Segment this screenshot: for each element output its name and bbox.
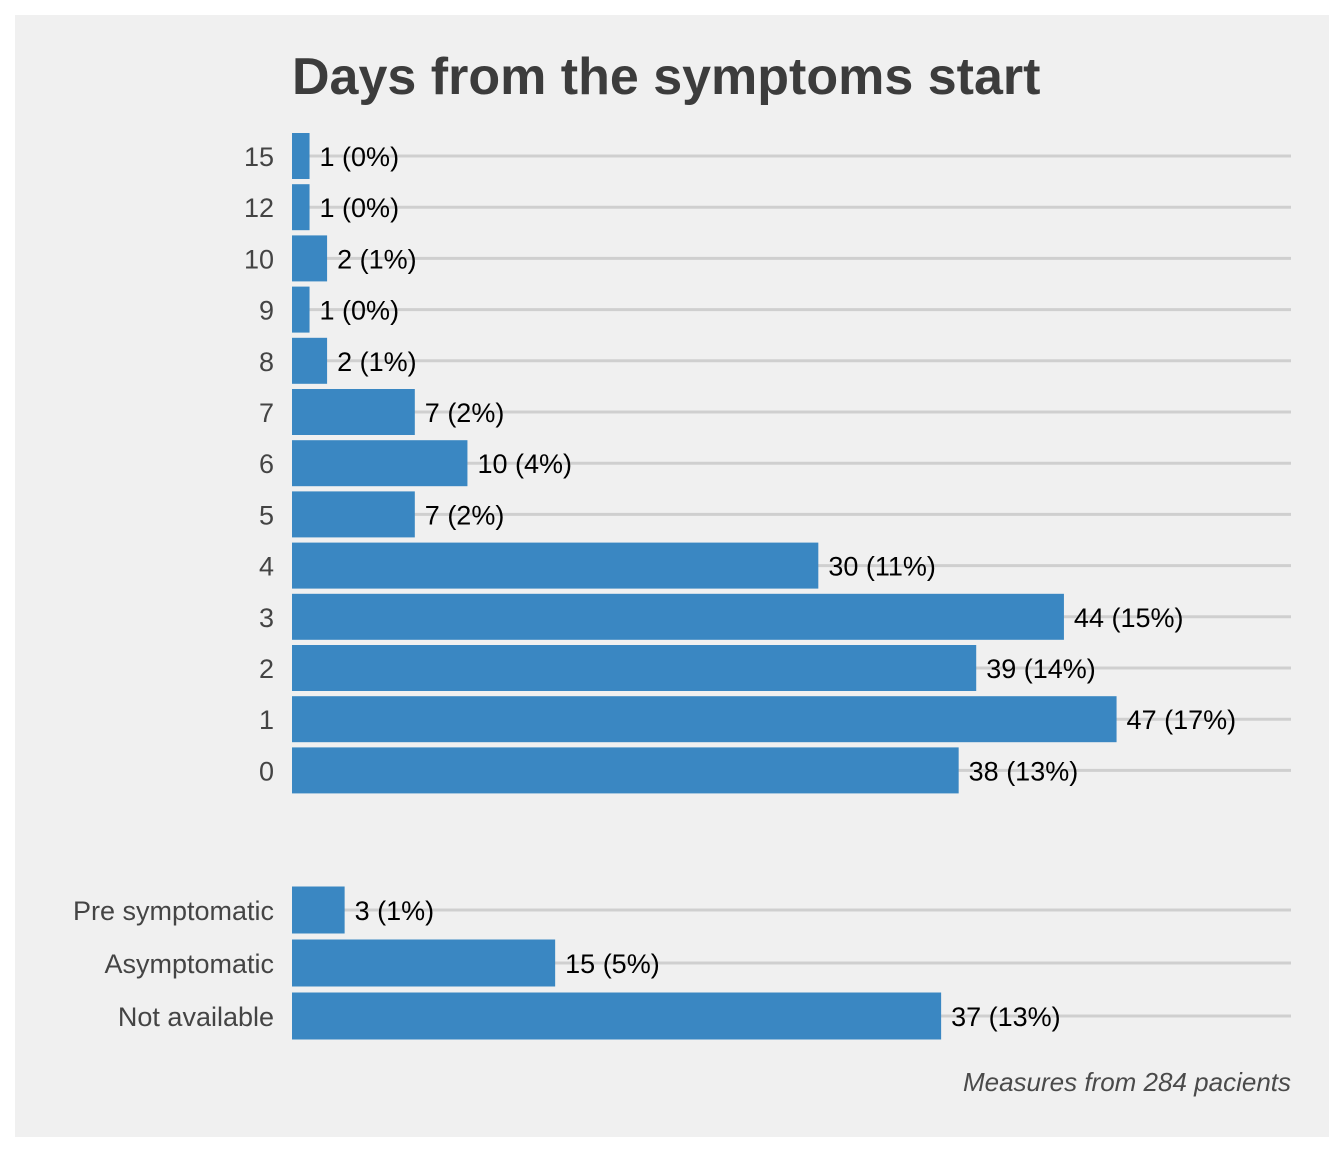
y-tick-label: 9 <box>259 296 274 326</box>
bar-1 <box>292 696 1117 743</box>
bar-15 <box>292 133 310 179</box>
y-tick-label: 15 <box>244 142 274 172</box>
y-tick-label: 1 <box>259 705 274 735</box>
y-tick-label: 2 <box>259 654 274 684</box>
data-label: 1 (0%) <box>320 193 400 223</box>
y-tick-label: 10 <box>244 244 274 274</box>
data-label: 2 (1%) <box>337 347 417 377</box>
y-tick-label: 8 <box>259 347 274 377</box>
bar-3 <box>292 593 1064 640</box>
y-tick-label: 7 <box>259 398 274 428</box>
y-tick-label: Not available <box>118 1002 274 1032</box>
data-label: 7 (2%) <box>425 398 505 428</box>
bar-not-available <box>292 992 942 1040</box>
bar-8 <box>292 337 328 384</box>
bar-2 <box>292 645 977 691</box>
data-label: 47 (17%) <box>1127 705 1237 735</box>
data-label: 7 (2%) <box>425 500 505 530</box>
data-label: 1 (0%) <box>320 296 400 326</box>
data-label: 3 (1%) <box>355 896 435 926</box>
y-tick-label: 4 <box>259 552 274 582</box>
y-tick-label: 3 <box>259 603 274 633</box>
bar-asymptomatic <box>292 939 556 987</box>
bar-12 <box>292 184 310 231</box>
data-label: 1 (0%) <box>320 142 400 172</box>
y-tick-label: Pre symptomatic <box>73 896 274 926</box>
data-label: 37 (13%) <box>951 1002 1061 1032</box>
data-labels: 1 (0%) 1 (0%) 2 (1%) 1 (0%) 2 (1%) 7 (2%) 10 (… <box>320 142 1237 1032</box>
bar-7 <box>292 389 415 435</box>
bar-5 <box>292 491 415 538</box>
y-tick-label: 5 <box>259 500 274 530</box>
bar-6 <box>292 440 468 487</box>
bar-4 <box>292 542 819 589</box>
bar-pre-symptomatic <box>292 886 345 934</box>
bar-0 <box>292 747 959 794</box>
data-label: 15 (5%) <box>565 949 660 979</box>
chart-title: Days from the symptoms start <box>292 48 1040 106</box>
bar-9 <box>292 286 310 333</box>
data-label: 10 (4%) <box>477 449 572 479</box>
data-label: 30 (11%) <box>828 552 936 582</box>
y-tick-label: 12 <box>244 193 274 223</box>
y-tick-label: 0 <box>259 756 274 786</box>
y-tick-label: 6 <box>259 449 274 479</box>
data-label: 2 (1%) <box>337 244 417 274</box>
chart-caption: Measures from 284 pacients <box>963 1067 1291 1097</box>
bars <box>292 133 1117 1040</box>
y-tick-label: Asymptomatic <box>104 949 274 979</box>
data-label: 44 (15%) <box>1074 603 1184 633</box>
data-label: 39 (14%) <box>986 654 1096 684</box>
bar-10 <box>292 235 328 282</box>
data-label: 38 (13%) <box>969 756 1079 786</box>
